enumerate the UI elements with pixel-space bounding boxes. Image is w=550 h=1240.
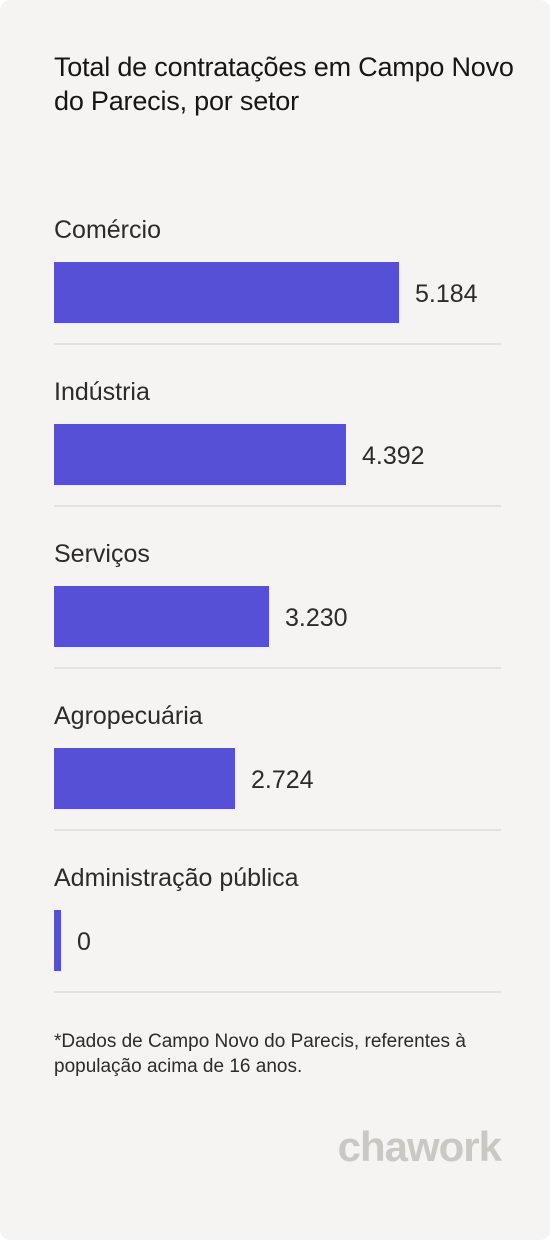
- row-divider: [54, 505, 501, 507]
- category-label: Serviços: [54, 540, 150, 568]
- row-divider: [54, 991, 501, 993]
- value-label: 5.184: [415, 280, 478, 308]
- bar-row: Administração pública 0: [54, 850, 501, 1012]
- bar-track: 5.184: [54, 262, 501, 323]
- bar: [54, 748, 235, 809]
- bar-row: Serviços 3.230: [54, 526, 501, 688]
- category-label: Indústria: [54, 378, 150, 406]
- value-label: 4.392: [362, 442, 425, 470]
- bar: [54, 586, 269, 647]
- category-label: Agropecuária: [54, 702, 203, 730]
- category-label: Comércio: [54, 216, 161, 244]
- row-divider: [54, 667, 501, 669]
- bar-track: 2.724: [54, 748, 501, 809]
- bar-row: Indústria 4.392: [54, 364, 501, 526]
- value-label: 3.230: [285, 604, 348, 632]
- bar-track: 4.392: [54, 424, 501, 485]
- bar-row: Agropecuária 2.724: [54, 688, 501, 850]
- row-divider: [54, 343, 501, 345]
- bar: [54, 262, 399, 323]
- bar: [54, 910, 61, 971]
- bar-track: 3.230: [54, 586, 501, 647]
- value-label: 2.724: [251, 766, 314, 794]
- bar-track: 0: [54, 910, 501, 971]
- bar-row: Comércio 5.184: [54, 202, 501, 364]
- row-divider: [54, 829, 501, 831]
- chawork-logo: chawork: [337, 1123, 502, 1170]
- bar-chart: Comércio 5.184 Indústria 4.392 Serviços 3.230…: [54, 202, 501, 1012]
- bar: [54, 424, 346, 485]
- footnote: *Dados de Campo Novo do Parecis, referen…: [54, 1031, 466, 1077]
- category-label: Administração pública: [54, 864, 299, 892]
- value-label: 0: [77, 928, 91, 956]
- chart-title: Total de contratações em Campo Novo do P…: [54, 52, 514, 116]
